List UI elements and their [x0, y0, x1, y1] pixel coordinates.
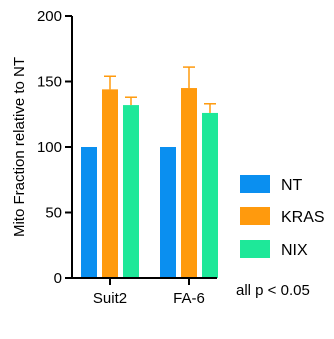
legend-swatch-nix [240, 240, 270, 258]
bar-nt-suit2 [81, 147, 97, 278]
significance-annotation: all p < 0.05 [236, 282, 310, 299]
y-tick-label-50: 50 [45, 205, 62, 222]
bar-nix-suit2 [123, 105, 139, 278]
x-axis: Suit2 FA-6 [71, 277, 217, 307]
y-axis-title-group: Mito Fraction relative to NT [11, 57, 28, 237]
legend-label-nix: NIX [281, 242, 308, 259]
legend-swatch-kras [240, 207, 270, 225]
legend-label-kras: KRAS [281, 209, 325, 226]
legend-swatch-nt [240, 175, 270, 193]
x-tick-label-suit2: Suit2 [93, 290, 127, 307]
y-tick-label-100: 100 [37, 139, 62, 156]
x-tick-label-fa-6: FA-6 [173, 290, 205, 307]
y-axis: 0 50 100 150 200 [37, 8, 73, 287]
y-tick-label-150: 150 [37, 74, 62, 91]
legend-label-nt: NT [281, 177, 303, 194]
bar-nix-fa-6 [202, 112, 218, 278]
bars [81, 66, 218, 278]
bar-kras-fa-6 [181, 88, 197, 278]
bar-nt-fa-6 [160, 147, 176, 278]
y-tick-label-200: 200 [37, 8, 62, 25]
bar-kras-suit2 [102, 89, 118, 278]
legend: NT KRAS NIX [240, 175, 325, 259]
y-tick-label-0: 0 [54, 270, 62, 287]
y-axis-title: Mito Fraction relative to NT [11, 57, 28, 237]
